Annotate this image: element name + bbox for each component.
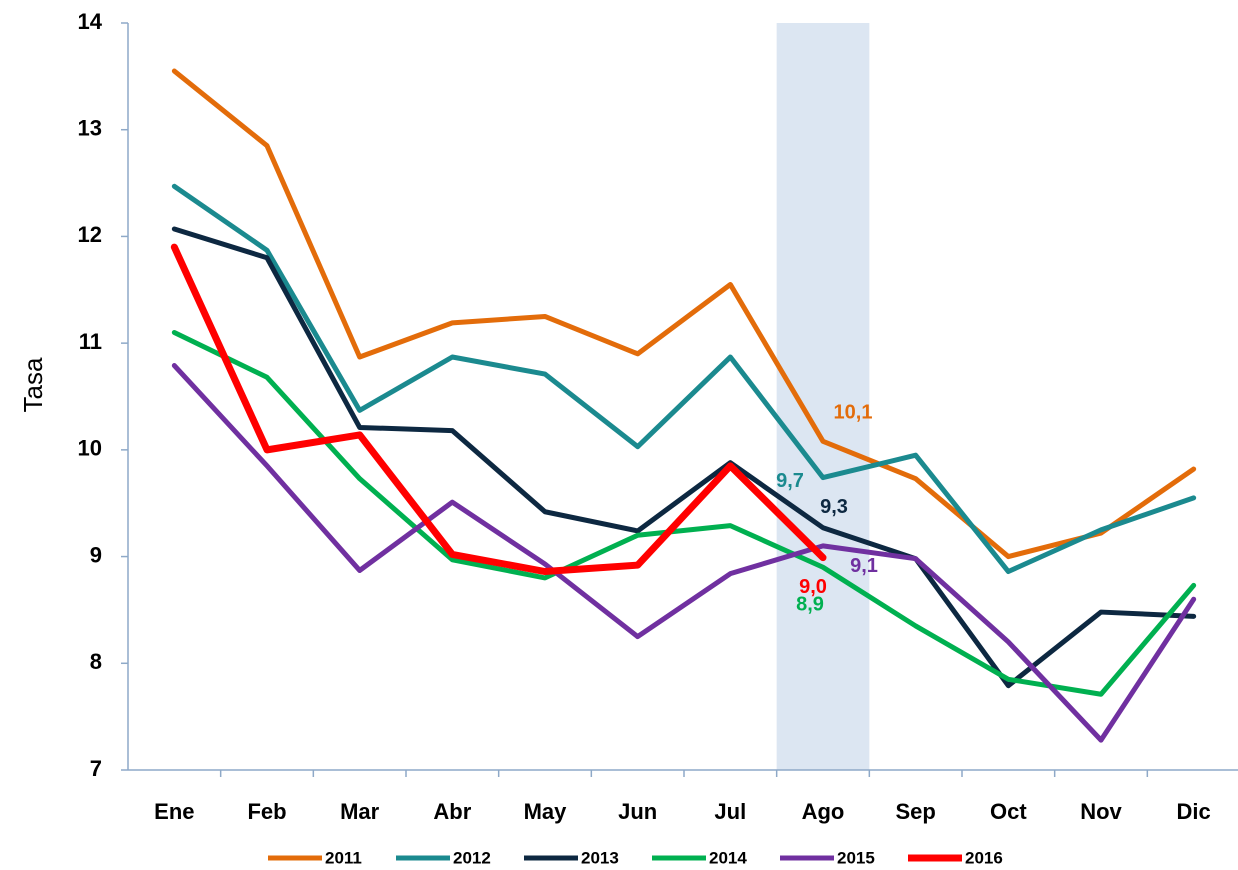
series-line: [171, 68, 1197, 560]
series-line: [170, 243, 827, 576]
legend-label: 2014: [709, 848, 747, 867]
x-tick-label: Oct: [990, 799, 1027, 824]
series-line: [171, 226, 1197, 689]
x-tick-label: Nov: [1080, 799, 1122, 824]
x-tick-label: May: [524, 799, 568, 824]
data-label: 9,7: [776, 470, 804, 492]
x-tick-label: Mar: [340, 799, 380, 824]
x-tick-label: Ago: [802, 799, 845, 824]
data-label: 9,3: [820, 496, 848, 518]
data-label: 8,9: [796, 594, 824, 616]
data-label: 9,0: [799, 576, 827, 598]
legend-label: 2015: [837, 848, 875, 867]
y-tick-label: 8: [90, 649, 102, 674]
series-line: [171, 363, 1197, 743]
y-tick-label: 12: [78, 222, 102, 247]
x-tick-label: Ene: [154, 799, 194, 824]
data-label: 10,1: [834, 402, 873, 424]
y-tick-label: 11: [79, 329, 102, 354]
y-tick-label: 13: [78, 116, 102, 141]
y-tick-label: 14: [78, 9, 103, 34]
legend-label: 2011: [325, 848, 362, 867]
x-tick-label: Sep: [895, 799, 935, 824]
y-tick-label: 9: [90, 542, 102, 567]
legend-label: 2012: [453, 848, 491, 867]
y-tick-label: 10: [78, 436, 102, 461]
y-axis-label: Tasa: [18, 357, 48, 412]
x-tick-label: Dic: [1177, 799, 1211, 824]
y-tick-label: 7: [90, 756, 102, 781]
x-tick-label: Jul: [714, 799, 746, 824]
series-line: [171, 183, 1197, 575]
x-tick-label: Jun: [618, 799, 657, 824]
data-label: 9,1: [850, 555, 878, 577]
highlight-band: [776, 23, 870, 770]
x-tick-label: Feb: [247, 799, 286, 824]
legend-label: 2013: [581, 848, 619, 867]
legend-label: 2016: [965, 848, 1003, 867]
x-tick-label: Abr: [433, 799, 471, 824]
series-line: [171, 329, 1197, 697]
